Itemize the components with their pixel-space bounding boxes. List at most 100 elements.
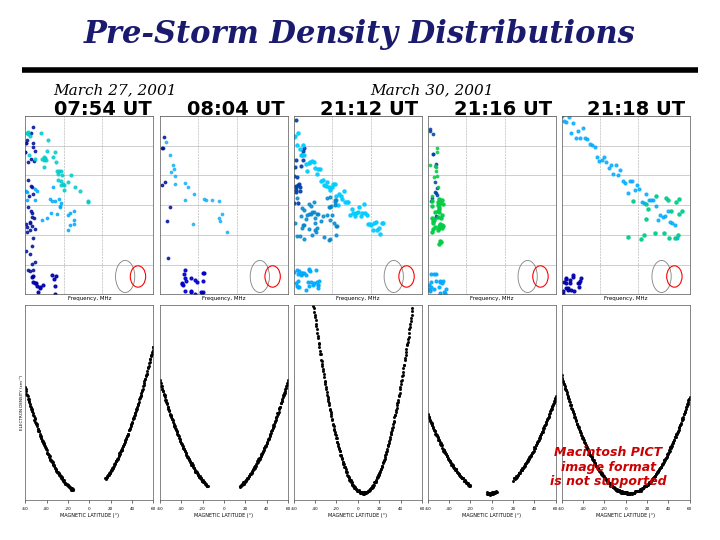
Point	[344, 475, 356, 484]
Point	[124, 424, 135, 433]
Point	[562, 284, 574, 293]
Point	[565, 400, 577, 409]
Point	[27, 123, 38, 131]
Point	[262, 436, 274, 444]
Text: 08:04 UT: 08:04 UT	[187, 100, 285, 119]
Point	[366, 481, 378, 490]
Point	[526, 448, 538, 457]
Point	[332, 438, 343, 447]
Point	[362, 487, 374, 495]
Point	[191, 468, 202, 476]
Point	[55, 472, 66, 481]
Point	[176, 441, 188, 449]
Point	[316, 360, 328, 369]
Point	[345, 475, 356, 484]
Point	[402, 340, 413, 348]
Point	[546, 402, 558, 411]
Point	[263, 434, 274, 443]
Point	[598, 471, 609, 480]
Point	[376, 219, 387, 227]
Point	[435, 199, 446, 207]
Point	[58, 476, 70, 484]
Point	[55, 177, 67, 185]
Point	[462, 481, 474, 489]
Point	[643, 479, 654, 488]
Point	[282, 378, 293, 387]
Point	[590, 462, 602, 470]
Point	[344, 211, 356, 219]
Point	[138, 377, 150, 386]
Point	[353, 487, 364, 495]
Point	[163, 203, 175, 212]
Y-axis label: ELECTRON DENSITY (cm⁻³): ELECTRON DENSITY (cm⁻³)	[20, 375, 24, 430]
Point	[374, 468, 386, 476]
Point	[250, 462, 261, 470]
Point	[536, 428, 547, 437]
Point	[53, 166, 64, 175]
Point	[631, 487, 643, 495]
Point	[428, 173, 440, 181]
Point	[109, 460, 120, 468]
Point	[430, 189, 441, 198]
Point	[364, 486, 375, 495]
Point	[338, 459, 349, 468]
Point	[619, 488, 631, 497]
Point	[196, 288, 207, 297]
Point	[50, 272, 62, 280]
Point	[243, 471, 255, 480]
Point	[307, 158, 319, 166]
Point	[425, 124, 436, 133]
Point	[652, 216, 664, 225]
Point	[363, 487, 374, 495]
Point	[581, 443, 593, 451]
Point	[486, 489, 498, 497]
Point	[243, 471, 254, 480]
Point	[627, 489, 639, 497]
Point	[161, 400, 173, 409]
Point	[431, 211, 442, 220]
Point	[535, 430, 546, 438]
Point	[410, 273, 422, 281]
Point	[415, 233, 427, 242]
Point	[433, 240, 444, 248]
Point	[22, 227, 33, 236]
Point	[175, 439, 186, 448]
Point	[382, 444, 393, 453]
Point	[246, 468, 257, 477]
Point	[127, 417, 138, 426]
Point	[32, 424, 43, 433]
Point	[351, 487, 363, 495]
Point	[301, 250, 312, 259]
Point	[565, 401, 577, 410]
Point	[381, 447, 392, 456]
Point	[428, 215, 440, 224]
Point	[197, 477, 209, 486]
Point	[299, 151, 310, 159]
Point	[336, 454, 348, 462]
Point	[297, 211, 309, 220]
Point	[140, 372, 151, 380]
Point	[166, 415, 178, 423]
Point	[22, 266, 34, 274]
Point	[434, 221, 446, 230]
Point	[140, 370, 152, 379]
Point	[431, 148, 443, 157]
Point	[618, 488, 629, 496]
Point	[48, 275, 60, 284]
Point	[272, 408, 284, 417]
Point	[63, 211, 74, 219]
Point	[162, 402, 174, 411]
Point	[549, 394, 561, 402]
Point	[310, 316, 321, 325]
Point	[265, 429, 276, 437]
Point	[355, 211, 366, 220]
Text: 21:12 UT: 21:12 UT	[320, 100, 418, 119]
Point	[36, 436, 48, 444]
Point	[682, 400, 693, 408]
Point	[111, 456, 122, 465]
Point	[556, 370, 567, 379]
Point	[444, 456, 455, 465]
Point	[607, 483, 618, 491]
Point	[642, 204, 654, 213]
Point	[291, 183, 302, 191]
